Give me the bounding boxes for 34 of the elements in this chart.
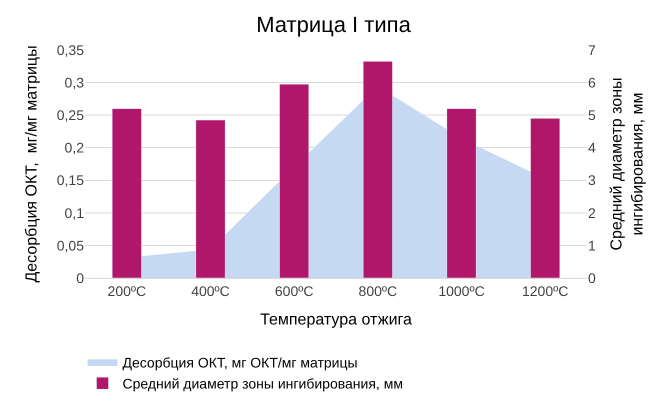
y2-tick-label: 1 xyxy=(588,237,596,254)
x-axis-title: Температура отжига xyxy=(260,312,412,328)
legend-label: Средний диаметр зоны ингибирования, мм xyxy=(122,376,403,392)
y2-tick-label: 7 xyxy=(588,42,596,58)
x-tick-label: 800ºC xyxy=(358,282,398,299)
bar xyxy=(279,84,310,278)
y-axis-title: Десорбция ОКТ, мг/мг матрицы xyxy=(24,45,41,283)
bar xyxy=(446,108,476,278)
y-tick-label: 0,25 xyxy=(56,107,84,124)
y-tick-label: 0 xyxy=(76,270,84,286)
y-tick-label: 0,2 xyxy=(64,140,84,156)
legend-label: Десорбция ОКТ, мг ОКТ/мг матрицы xyxy=(122,354,358,370)
y-tick-label: 0,35 xyxy=(56,42,84,58)
chart-title: Матрица I типа xyxy=(256,12,412,37)
y-tick-label: 0,3 xyxy=(64,74,84,90)
x-tick-label: 1200ºC xyxy=(522,282,568,299)
y2-axis-title: Средний диаметр зоны ингибирования, мм xyxy=(608,77,646,251)
y2-tick-label: 0 xyxy=(588,270,596,286)
y-tick-label: 0,05 xyxy=(56,237,84,254)
y2-tick-label: 6 xyxy=(588,74,596,90)
x-tick-label: 200ºC xyxy=(108,282,146,299)
x-tick-label: 400ºC xyxy=(191,282,230,299)
bar xyxy=(530,118,560,278)
bar xyxy=(362,61,393,278)
x-tick-label: 600ºC xyxy=(274,282,314,299)
y2-tick-label: 5 xyxy=(588,107,596,124)
y2-tick-label: 3 xyxy=(588,172,596,188)
bar xyxy=(196,120,226,278)
x-tick-label: 1000ºC xyxy=(438,282,485,299)
y-tick-label: 0,1 xyxy=(64,204,84,221)
y2-tick-label: 2 xyxy=(588,204,596,221)
bar xyxy=(112,108,142,278)
y2-tick-label: 4 xyxy=(588,140,596,156)
y-tick-label: 0,15 xyxy=(56,172,84,188)
